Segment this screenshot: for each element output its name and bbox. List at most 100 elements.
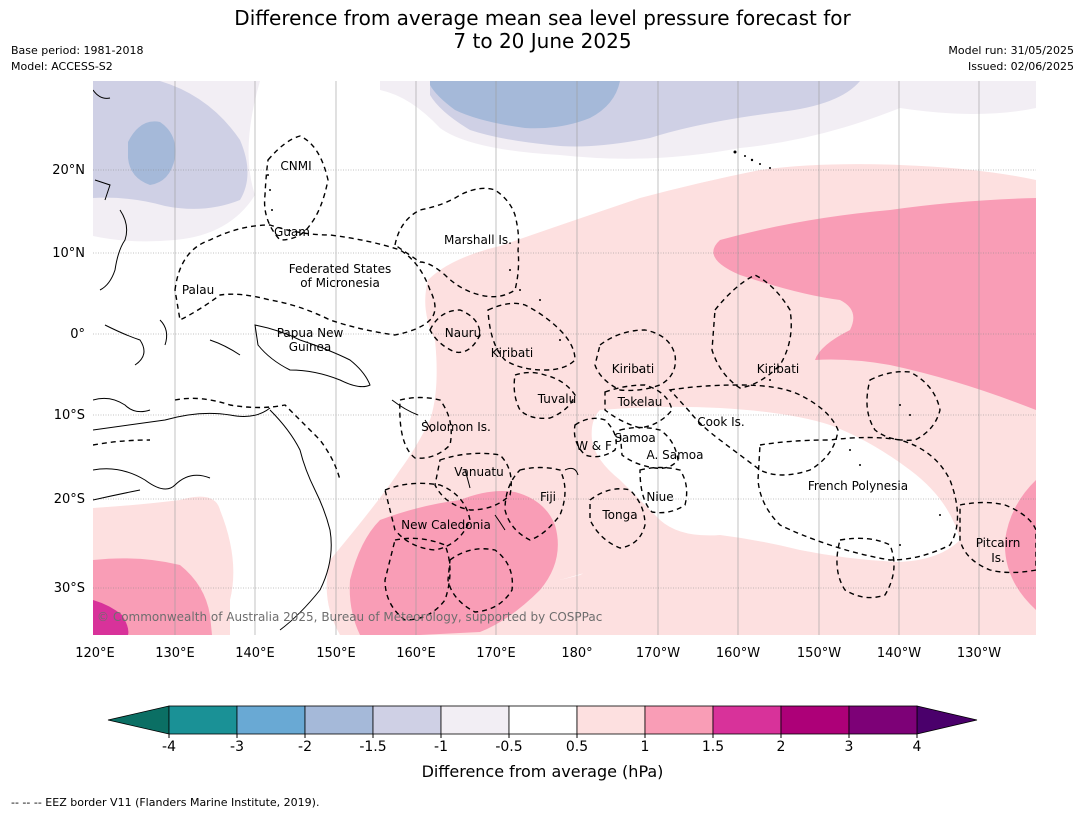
colorbar-tick-label: -0.5 xyxy=(495,739,522,755)
lon-label: 150°E xyxy=(316,646,356,661)
label-palau: Palau xyxy=(182,283,214,297)
colorbar-segment xyxy=(440,705,510,735)
lat-label: 10°S xyxy=(54,408,85,423)
colorbar-segment xyxy=(780,705,850,735)
colorbar-tick-label: 3 xyxy=(845,739,854,755)
lat-label: 20°S xyxy=(54,492,85,507)
islands xyxy=(267,150,941,546)
label-png-2: Guinea xyxy=(289,340,332,354)
footer-eez-note: -- -- -- EEZ border V11 (Flanders Marine… xyxy=(11,796,320,809)
colorbar-tick-label: -1.5 xyxy=(359,739,386,755)
label-pitcairn-1: Pitcairn xyxy=(976,536,1021,550)
title-line-1: Difference from average mean sea level p… xyxy=(234,6,851,30)
colorbar-segment xyxy=(576,705,646,735)
lat-label: 10°N xyxy=(52,246,85,261)
colorbar-tick-label: 0.5 xyxy=(566,739,588,755)
lon-label: 180° xyxy=(561,646,592,661)
longitude-labels: 120°E 130°E 140°E 150°E 160°E 170°E 180°… xyxy=(75,646,1001,661)
label-solomon-is: Solomon Is. xyxy=(421,420,491,434)
lon-label: 130°E xyxy=(155,646,195,661)
grid-parallels xyxy=(93,169,1036,589)
colorbar-tick-label: -2 xyxy=(298,739,312,755)
colorbar-segment xyxy=(644,705,714,735)
label-niue: Niue xyxy=(646,490,673,504)
lon-label: 160°E xyxy=(396,646,436,661)
colorbar-segment xyxy=(236,705,306,735)
label-cook-is: Cook Is. xyxy=(697,415,744,429)
label-marshall-is: Marshall Is. xyxy=(444,233,512,247)
colorbar-tick-label: 4 xyxy=(913,739,922,755)
label-vanuatu: Vanuatu xyxy=(454,465,504,479)
label-tuvalu: Tuvalu xyxy=(537,392,577,406)
label-wallis-futuna: W & F xyxy=(576,439,612,453)
label-new-caledonia: New Caledonia xyxy=(401,518,491,532)
model-name: Model: ACCESS-S2 xyxy=(11,60,113,73)
contour-minus-0-5 xyxy=(93,81,1036,242)
lon-label: 170°E xyxy=(476,646,516,661)
lat-label: 30°S xyxy=(54,581,85,596)
lon-label: 140°W xyxy=(877,646,921,661)
colorbar: -4 -3 -2 -1.5 -1 -0.5 0.5 1 1.5 2 3 4 xyxy=(107,705,978,755)
latitude-labels: 20°N 10°N 0° 10°S 20°S 30°S xyxy=(52,163,85,596)
issued-date: Issued: 02/06/2025 xyxy=(967,60,1074,73)
label-pitcairn-2: Is. xyxy=(991,551,1005,565)
label-guam: Guam xyxy=(274,225,310,239)
colorbar-segments xyxy=(168,705,918,735)
label-french-polynesia: French Polynesia xyxy=(808,479,908,493)
label-fiji: Fiji xyxy=(540,490,556,504)
coastlines xyxy=(93,89,579,631)
map-area: © Commonwealth of Australia 2025, Bureau… xyxy=(93,81,1036,635)
eez-borders xyxy=(93,135,1036,621)
label-american-samoa: A. Samoa xyxy=(647,448,704,462)
contour-plus-1-e xyxy=(1004,480,1036,610)
copyright-notice: © Commonwealth of Australia 2025, Bureau… xyxy=(97,610,602,624)
meta-right: Model run: 31/05/2025 Issued: 02/06/2025 xyxy=(948,43,1074,75)
lon-label: 170°W xyxy=(636,646,680,661)
contour-minus-1-5-n xyxy=(430,81,620,129)
lon-label: 160°W xyxy=(716,646,760,661)
lat-label: 20°N xyxy=(52,163,85,178)
lat-label: 0° xyxy=(70,327,85,342)
colorbar-low-extension xyxy=(107,705,170,735)
grid-meridians xyxy=(174,81,980,635)
lon-label: 120°E xyxy=(75,646,115,661)
lon-label: 150°W xyxy=(797,646,841,661)
label-fsm-2: of Micronesia xyxy=(300,276,380,290)
label-png-1: Papua New xyxy=(277,326,344,340)
meta-left: Base period: 1981-2018 Model: ACCESS-S2 xyxy=(11,43,143,75)
colorbar-tick-label: 2 xyxy=(777,739,786,755)
colorbar-tick-label: 1 xyxy=(641,739,650,755)
label-fsm-1: Federated States xyxy=(289,262,391,276)
colorbar-tick-label: -1 xyxy=(434,739,448,755)
colorbar-label: Difference from average (hPa) xyxy=(421,762,664,781)
contour-plus-1-ne xyxy=(713,198,1036,410)
lon-label: 130°W xyxy=(957,646,1001,661)
lon-label: 140°E xyxy=(235,646,275,661)
label-kiribati-west: Kiribati xyxy=(491,346,533,360)
colorbar-segment xyxy=(304,705,374,735)
label-cnmi: CNMI xyxy=(280,159,311,173)
contour-plus-1-sw xyxy=(93,558,212,635)
label-nauru: Nauru xyxy=(445,326,481,340)
title-line-2: 7 to 20 June 2025 xyxy=(453,29,632,53)
colorbar-segment xyxy=(508,705,578,735)
base-period: Base period: 1981-2018 xyxy=(11,44,144,57)
contour-neutral-central xyxy=(591,406,960,562)
label-kiribati-east: Kiribati xyxy=(757,362,799,376)
label-kiribati-central: Kiribati xyxy=(612,362,654,376)
colorbar-tick-label: 1.5 xyxy=(702,739,724,755)
colorbar-ticks: -4 -3 -2 -1.5 -1 -0.5 0.5 1 1.5 2 3 4 xyxy=(162,734,922,755)
region-labels: CNMI Guam Marshall Is. Federated States … xyxy=(182,159,1020,565)
label-samoa: Samoa xyxy=(614,431,655,445)
chart-title: Difference from average mean sea level p… xyxy=(0,7,1085,53)
contour-minus-1-5-nw xyxy=(128,121,176,185)
colorbar-segment xyxy=(372,705,442,735)
model-run: Model run: 31/05/2025 xyxy=(948,44,1074,57)
label-tokelau: Tokelau xyxy=(617,395,663,409)
colorbar-segment xyxy=(712,705,782,735)
colorbar-tick-label: -4 xyxy=(162,739,176,755)
colorbar-segment xyxy=(848,705,918,735)
contour-plus-1-5-sw xyxy=(93,600,129,635)
colorbar-tick-label: -3 xyxy=(230,739,244,755)
